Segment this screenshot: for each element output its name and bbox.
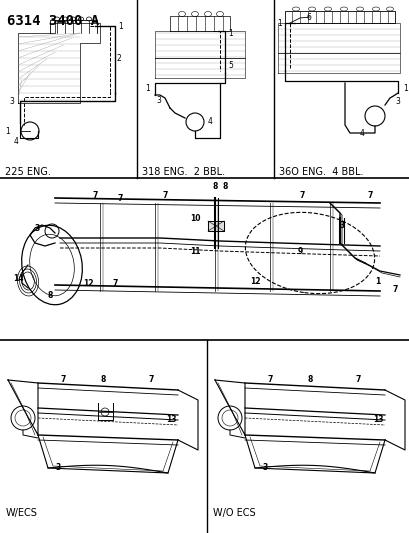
Text: 4: 4 [207,117,212,125]
Text: 7: 7 [92,190,97,199]
Text: 1: 1 [375,277,380,286]
Text: 7: 7 [366,190,372,199]
Text: 4: 4 [359,128,364,138]
Text: 12: 12 [249,277,260,286]
Text: W/O ECS: W/O ECS [213,508,255,518]
Text: 8: 8 [222,182,227,190]
Text: 3: 3 [9,96,14,106]
Text: 1: 1 [5,126,10,135]
Text: 3: 3 [155,95,160,104]
Text: 7: 7 [112,279,117,287]
Text: 7: 7 [391,285,397,294]
Text: 8: 8 [307,376,312,384]
Text: 7: 7 [299,190,304,199]
Text: 7: 7 [117,193,122,203]
Text: 3: 3 [262,464,267,472]
Text: 13: 13 [372,416,382,424]
Text: 14: 14 [13,273,23,282]
Text: 1: 1 [118,21,122,30]
Text: 7: 7 [267,375,272,384]
Text: 13: 13 [165,416,176,424]
Text: 1: 1 [227,28,232,37]
Text: 225 ENG.: 225 ENG. [5,167,51,177]
Text: 11: 11 [189,246,200,255]
Text: 3: 3 [55,464,61,472]
Text: 318 ENG.  2 BBL.: 318 ENG. 2 BBL. [142,167,225,177]
Text: 7: 7 [60,375,65,384]
Text: 2: 2 [117,53,121,62]
Text: 7: 7 [148,376,153,384]
Polygon shape [207,221,223,231]
Text: 1: 1 [276,19,281,28]
Text: W/ECS: W/ECS [6,508,38,518]
Text: 6: 6 [306,12,311,21]
Text: 10: 10 [189,214,200,222]
Text: 1: 1 [145,84,150,93]
Text: 3: 3 [339,221,344,230]
Text: 12: 12 [83,279,93,287]
Text: 3: 3 [394,96,399,106]
Text: 6314 3400 A: 6314 3400 A [7,14,99,28]
Text: 36O ENG.  4 BBL.: 36O ENG. 4 BBL. [278,167,363,177]
Text: 8: 8 [100,376,106,384]
Text: 4: 4 [14,136,19,146]
Text: 8: 8 [212,182,217,190]
Text: 7: 7 [162,190,167,199]
Text: 5: 5 [227,61,232,69]
Text: 3: 3 [34,223,40,232]
Text: 8: 8 [47,290,53,300]
Text: 7: 7 [355,376,360,384]
Text: 1: 1 [402,84,407,93]
Text: 9: 9 [297,246,302,255]
